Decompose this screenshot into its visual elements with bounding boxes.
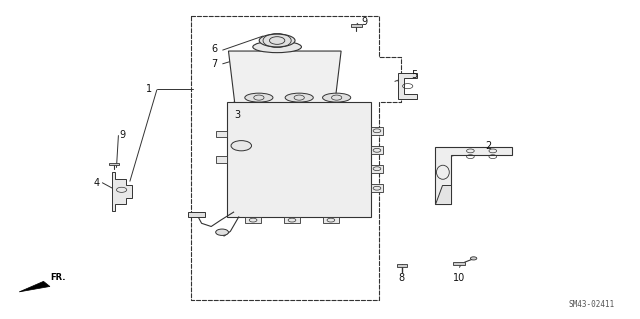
Text: 3: 3 [234, 110, 240, 121]
Polygon shape [398, 73, 417, 99]
Bar [109, 163, 119, 165]
Circle shape [216, 229, 228, 235]
Text: 10: 10 [453, 273, 466, 283]
Text: FR.: FR. [50, 273, 65, 282]
Bar [284, 217, 300, 223]
Text: 1: 1 [146, 84, 152, 94]
Text: 5: 5 [411, 70, 417, 80]
Bar [227, 102, 371, 217]
Ellipse shape [244, 93, 273, 102]
Polygon shape [112, 172, 132, 211]
Bar [216, 156, 227, 163]
Circle shape [231, 141, 252, 151]
Circle shape [470, 257, 477, 260]
Bar [371, 184, 383, 192]
Bar [453, 262, 465, 265]
Bar [371, 165, 383, 173]
Text: 8: 8 [399, 273, 405, 283]
Polygon shape [435, 185, 451, 204]
Bar [188, 212, 205, 217]
Bar [397, 264, 407, 267]
Bar [371, 127, 383, 135]
Text: 2: 2 [485, 141, 492, 151]
Ellipse shape [285, 93, 314, 102]
Text: 6: 6 [211, 44, 218, 55]
Ellipse shape [259, 34, 295, 47]
Text: SM43-02411: SM43-02411 [568, 300, 614, 309]
Text: 9: 9 [362, 17, 368, 27]
Ellipse shape [259, 118, 342, 137]
Text: 7: 7 [211, 59, 218, 69]
Bar [246, 217, 261, 223]
Bar [371, 146, 383, 154]
Polygon shape [228, 51, 341, 115]
Text: 9: 9 [119, 130, 125, 140]
Ellipse shape [323, 93, 351, 102]
Polygon shape [19, 281, 50, 292]
Bar [323, 217, 339, 223]
Ellipse shape [253, 41, 301, 53]
Text: 4: 4 [93, 178, 99, 189]
Bar [216, 131, 227, 137]
Polygon shape [435, 147, 512, 204]
Bar [351, 24, 362, 27]
